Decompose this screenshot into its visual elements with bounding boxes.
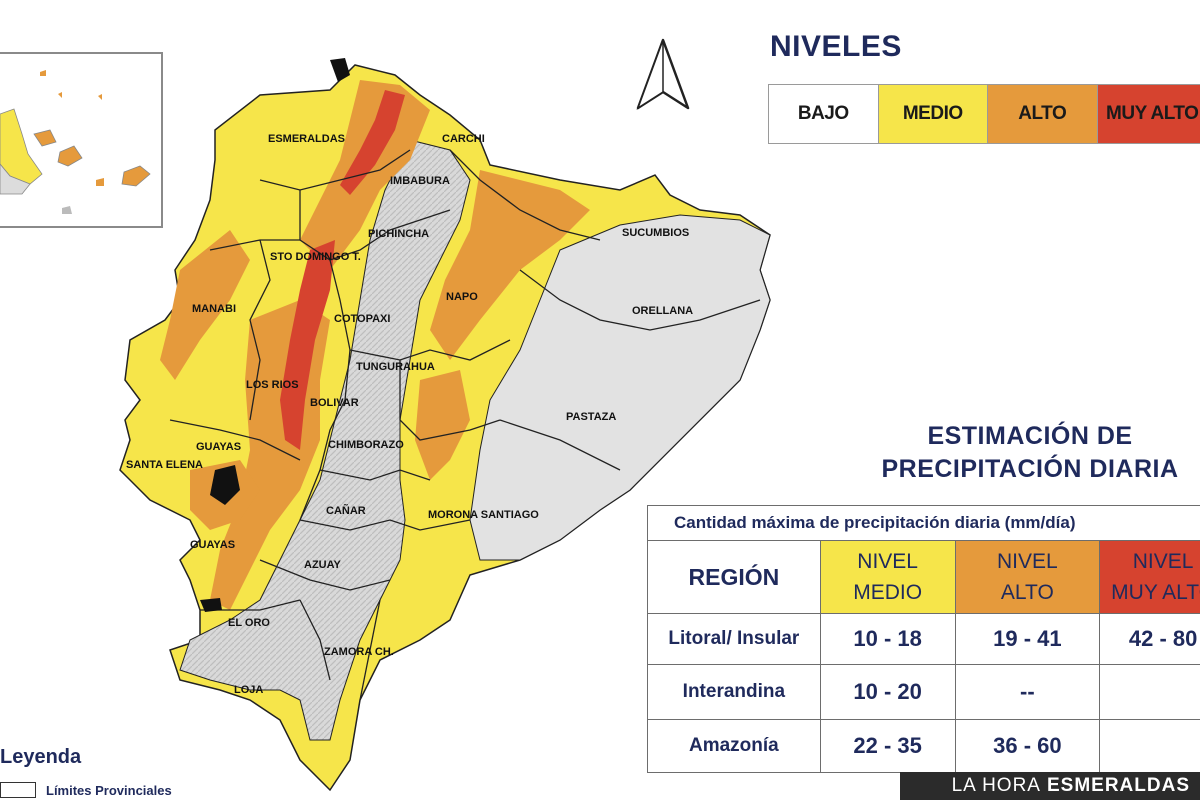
provincial-limits-swatch <box>0 782 36 798</box>
label-loja: LOJA <box>234 684 263 696</box>
label-chimborazo: CHIMBORAZO <box>328 439 404 451</box>
galapagos-islands-map <box>0 70 151 214</box>
muy-alto-band-north <box>340 90 405 195</box>
boundary <box>519 269 761 331</box>
boundary <box>299 519 471 531</box>
alto-band-napo <box>430 170 590 360</box>
header-nivel-muy-alto: NIVEL MUY ALTO <box>1099 540 1200 614</box>
gulf-island <box>330 58 350 82</box>
header-alto-line1: NIVEL <box>997 550 1058 573</box>
label-imbabura: IMBABURA <box>390 175 450 187</box>
header-nivel-alto: NIVEL ALTO <box>954 540 1101 614</box>
header-medio-line1: NIVEL <box>857 550 918 573</box>
label-manabi: MANABI <box>192 303 236 315</box>
sierra-bajo <box>179 139 471 741</box>
label-carchi: CARCHI <box>442 133 485 145</box>
cell-medio: 10 - 18 <box>819 613 956 665</box>
north-arrow-icon <box>636 38 690 110</box>
label-santa-elena: SANTA ELENA <box>126 459 203 471</box>
alto-band-coast <box>160 230 250 380</box>
alto-band-morona <box>415 370 470 480</box>
cell-muy-alto: 42 - 80 <box>1099 613 1200 665</box>
cell-muy-alto <box>1099 719 1200 773</box>
row-region: Amazonía <box>647 719 821 773</box>
ecuador-precipitation-map: ESMERALDAS CARCHI IMBABURA SUCUMBIOS PIC… <box>119 58 771 792</box>
boundary <box>249 239 271 421</box>
cell-alto: 19 - 41 <box>954 613 1101 665</box>
header-muy-alto-line2: MUY ALTO <box>1111 581 1200 604</box>
gulf-island <box>210 465 240 505</box>
boundary <box>299 349 351 521</box>
gulf-island <box>200 598 222 612</box>
cell-alto: -- <box>954 664 1101 720</box>
brand-part2: ESMERALDAS <box>1046 775 1190 796</box>
header-nivel-medio: NIVEL MEDIO <box>819 540 956 614</box>
label-pastaza: PASTAZA <box>566 411 616 423</box>
table-caption: Cantidad máxima de precipitación diaria … <box>647 505 1200 541</box>
table-row: Amazonía 22 - 35 36 - 60 <box>647 719 1200 773</box>
provincial-limits-label: Límites Provinciales <box>46 783 172 798</box>
cell-medio: 10 - 20 <box>819 664 956 720</box>
header-medio-line2: MEDIO <box>853 581 923 604</box>
boundary <box>359 599 381 701</box>
label-canar: CAÑAR <box>326 504 366 517</box>
label-pichincha: PICHINCHA <box>368 228 429 240</box>
label-morona-santiago: MORONA SANTIAGO <box>428 509 539 521</box>
boundary <box>169 419 301 461</box>
cell-muy-alto <box>1099 664 1200 720</box>
levels-title: NIVELES <box>770 30 902 63</box>
label-napo: NAPO <box>446 291 478 303</box>
label-los-rios: LOS RIOS <box>246 379 299 391</box>
boundary <box>259 149 411 191</box>
label-el-oro: EL ORO <box>228 617 270 629</box>
header-alto-line2: ALTO <box>1000 581 1054 604</box>
muy-alto-band-central <box>280 240 335 450</box>
label-cotopaxi: COTOPAXI <box>334 313 390 325</box>
level-medio: MEDIO <box>878 85 988 143</box>
galapagos-inset <box>0 52 163 228</box>
map-legend-title: Leyenda <box>0 746 82 768</box>
estimation-title: ESTIMACIÓN DE PRECIPITACIÓN DIARIA <box>820 420 1200 486</box>
levels-legend: BAJO MEDIO ALTO MUY ALTO <box>768 84 1200 144</box>
cell-medio: 22 - 35 <box>819 719 956 773</box>
level-bajo: BAJO <box>769 85 879 143</box>
boundary <box>499 419 621 471</box>
table-row: Litoral/ Insular 10 - 18 19 - 41 42 - 80 <box>647 613 1200 665</box>
label-esmeraldas: ESMERALDAS <box>268 133 345 145</box>
level-alto: ALTO <box>988 85 1098 143</box>
header-muy-alto-line1: NIVEL <box>1132 550 1194 573</box>
label-azuay: AZUAY <box>304 559 342 571</box>
level-muy-alto: MUY ALTO <box>1097 85 1200 143</box>
label-orellana: ORELLANA <box>632 305 693 317</box>
row-region: Interandina <box>647 664 821 720</box>
boundary <box>299 599 331 681</box>
label-guayas-south: GUAYAS <box>190 539 235 551</box>
precipitation-table: Cantidad máxima de precipitación diaria … <box>647 505 1200 773</box>
estimation-title-line1: ESTIMACIÓN DE <box>927 422 1133 450</box>
label-zamora: ZAMORA CH. <box>324 646 394 658</box>
header-region: REGIÓN <box>647 540 821 614</box>
boundary <box>319 469 431 481</box>
boundary <box>399 360 501 441</box>
row-region: Litoral/ Insular <box>647 613 821 665</box>
cell-alto: 36 - 60 <box>954 719 1101 773</box>
label-guayas: GUAYAS <box>196 441 241 453</box>
label-sto-domingo: STO DOMINGO T. <box>270 251 361 263</box>
brand-bar: LA HORA ESMERALDAS <box>900 772 1200 800</box>
table-row: Interandina 10 - 20 -- <box>647 664 1200 720</box>
brand-part1: LA HORA <box>951 775 1041 796</box>
boundary <box>449 149 601 241</box>
boundary <box>259 559 391 591</box>
estimation-title-line2: PRECIPITACIÓN DIARIA <box>881 455 1179 483</box>
label-sucumbios: SUCUMBIOS <box>622 227 689 239</box>
label-bolivar: BOLIVAR <box>310 397 359 409</box>
label-tungurahua: TUNGURAHUA <box>356 361 435 373</box>
